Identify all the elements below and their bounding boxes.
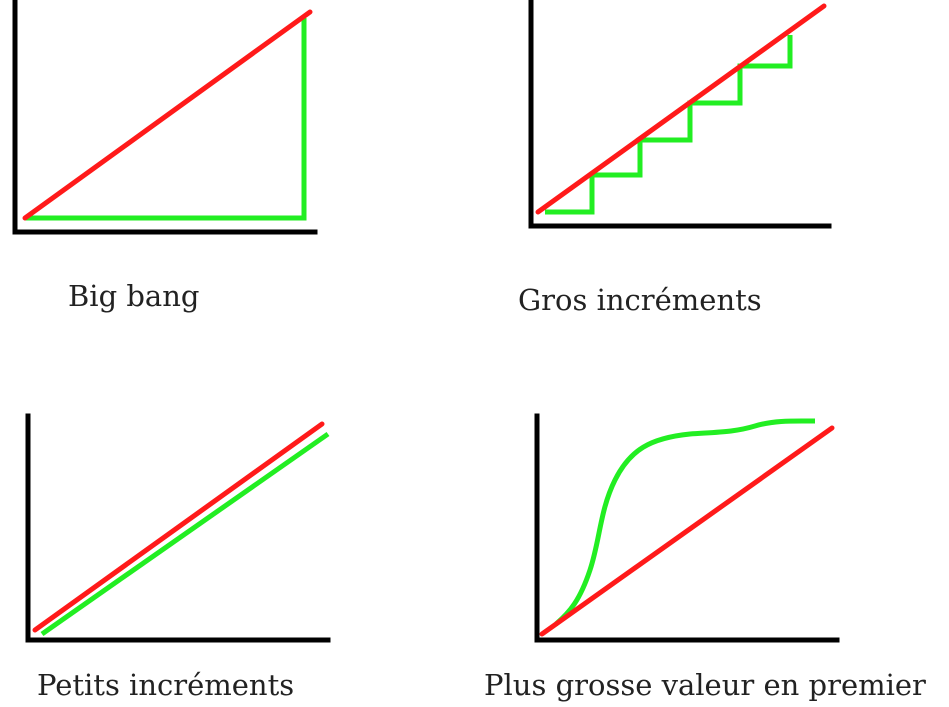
actual-curve: [40, 431, 330, 637]
panel-gros-increments: Gros incréments: [518, 0, 832, 317]
caption: Gros incréments: [518, 283, 762, 317]
actual-curve: [554, 418, 816, 626]
actual-curve: [25, 18, 307, 221]
axes: [534, 413, 840, 643]
caption: Plus grosse valeur en premier: [484, 668, 926, 702]
ideal-line: [32, 421, 325, 633]
ideal-line: [22, 9, 313, 221]
panel-big-bang: Big bang: [12, 0, 318, 313]
panel-plus-grosse-valeur: Plus grosse valeur en premier: [484, 413, 926, 702]
axes: [25, 413, 331, 643]
caption: Big bang: [68, 279, 199, 313]
panel-petits-increments: Petits incréments: [25, 413, 331, 702]
caption: Petits incréments: [37, 668, 294, 702]
axes: [528, 0, 832, 229]
ideal-line: [539, 425, 835, 637]
axes: [12, 0, 318, 235]
ideal-line: [535, 3, 827, 215]
actual-curve: [545, 35, 793, 215]
